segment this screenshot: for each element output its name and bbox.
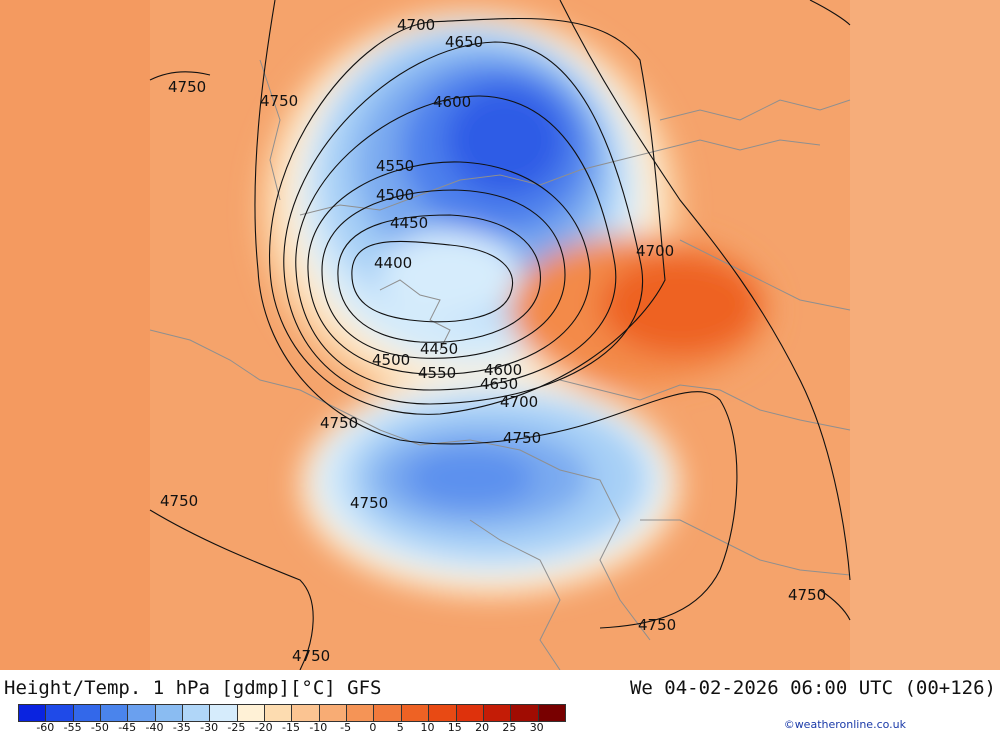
- contour-labels: 4700 4650 4750 4750 4600 4550 4500 4450 …: [160, 16, 826, 665]
- map-title: Height/Temp. 1 hPa [gdmp][°C] GFS: [4, 677, 382, 699]
- legend-swatch: [347, 705, 375, 721]
- contour-label: 4400: [374, 254, 412, 272]
- contour-label: 4750: [160, 492, 198, 510]
- legend-swatch: [73, 705, 102, 721]
- legend-swatch: [538, 705, 565, 721]
- legend-tick-label: 25: [502, 721, 517, 734]
- contour-label: 4700: [500, 393, 538, 411]
- legend-swatch: [101, 705, 129, 721]
- legend-ticks: -60 -55 -50 -45 -40 -35 -30 -25 -20 -15 -10 -5 0 5 10 1…: [18, 721, 564, 734]
- contour-label: 4600: [484, 361, 522, 379]
- contour-label: 4750: [260, 92, 298, 110]
- legend-swatch: [429, 705, 457, 721]
- contour-label: 4750: [503, 429, 541, 447]
- map-datetime: We 04-02-2026 06:00 UTC (00+126): [629, 677, 996, 699]
- legend-tick-label: 30: [529, 721, 544, 734]
- weather-map: 4700 4650 4750 4750 4600 4550 4500 4450 …: [0, 0, 1000, 670]
- legend-tick-label: 20: [475, 721, 490, 734]
- coastlines: [149, 59, 851, 670]
- legend-swatch: [511, 705, 539, 721]
- legend-tick-label: -50: [90, 721, 109, 734]
- contour-label: 4500: [372, 351, 410, 369]
- temperature-field: [260, 10, 770, 595]
- legend-tick-label: -10: [309, 721, 328, 734]
- contour-label: 4700: [397, 16, 435, 34]
- legend-swatch: [374, 705, 402, 721]
- legend-tick-label: -5: [340, 721, 352, 734]
- legend-swatch: [319, 705, 348, 721]
- legend-tick-label: 5: [396, 721, 404, 734]
- contour-label: 4450: [420, 340, 458, 358]
- contour-label: 4750: [292, 647, 330, 665]
- contour-label: 4750: [320, 414, 358, 432]
- legend-swatch: [237, 705, 266, 721]
- legend-swatch: [483, 705, 512, 721]
- contour-label: 4450: [390, 214, 428, 232]
- contour-label: 4750: [788, 586, 826, 604]
- legend-swatch: [183, 705, 211, 721]
- legend-tick-label: -60: [36, 721, 55, 734]
- legend-tick-label: 0: [369, 721, 377, 734]
- legend-swatch: [292, 705, 320, 721]
- legend-swatch: [456, 705, 484, 721]
- height-contours: [149, 0, 851, 670]
- credit-link[interactable]: ©weatheronline.co.uk: [783, 718, 906, 731]
- legend-tick-label: -15: [282, 721, 300, 734]
- legend-tick-label: -40: [145, 721, 164, 734]
- legend-tick-label: -20: [254, 721, 273, 734]
- legend-swatch: [46, 705, 74, 721]
- legend-swatch: [210, 705, 238, 721]
- legend-swatch: [128, 705, 156, 721]
- legend-swatch: [401, 705, 430, 721]
- contour-label: 4750: [350, 494, 388, 512]
- legend-tick-label: -30: [200, 721, 219, 734]
- contour-label: 4750: [168, 78, 206, 96]
- legend-tick-label: 10: [420, 721, 435, 734]
- legend-swatch: [265, 705, 293, 721]
- contour-label: 4750: [638, 616, 676, 634]
- contour-label: 4550: [376, 157, 414, 175]
- contour-label: 4600: [433, 93, 471, 111]
- contour-label: 4500: [376, 186, 414, 204]
- legend-tick-label: -25: [227, 721, 246, 734]
- legend-tick-label: -45: [118, 721, 137, 734]
- contour-label: 4700: [636, 242, 674, 260]
- legend-swatch: [19, 705, 47, 721]
- legend-swatch: [155, 705, 184, 721]
- legend-tick-label: 15: [447, 721, 462, 734]
- contour-label: 4650: [445, 33, 483, 51]
- map-canvas: 4700 4650 4750 4750 4600 4550 4500 4450 …: [0, 0, 1000, 670]
- contour-label: 4550: [418, 364, 456, 382]
- legend-tick-label: -55: [63, 721, 82, 734]
- color-legend: [18, 704, 566, 722]
- contour-label: 4650: [480, 375, 518, 393]
- legend-tick-label: -35: [172, 721, 191, 734]
